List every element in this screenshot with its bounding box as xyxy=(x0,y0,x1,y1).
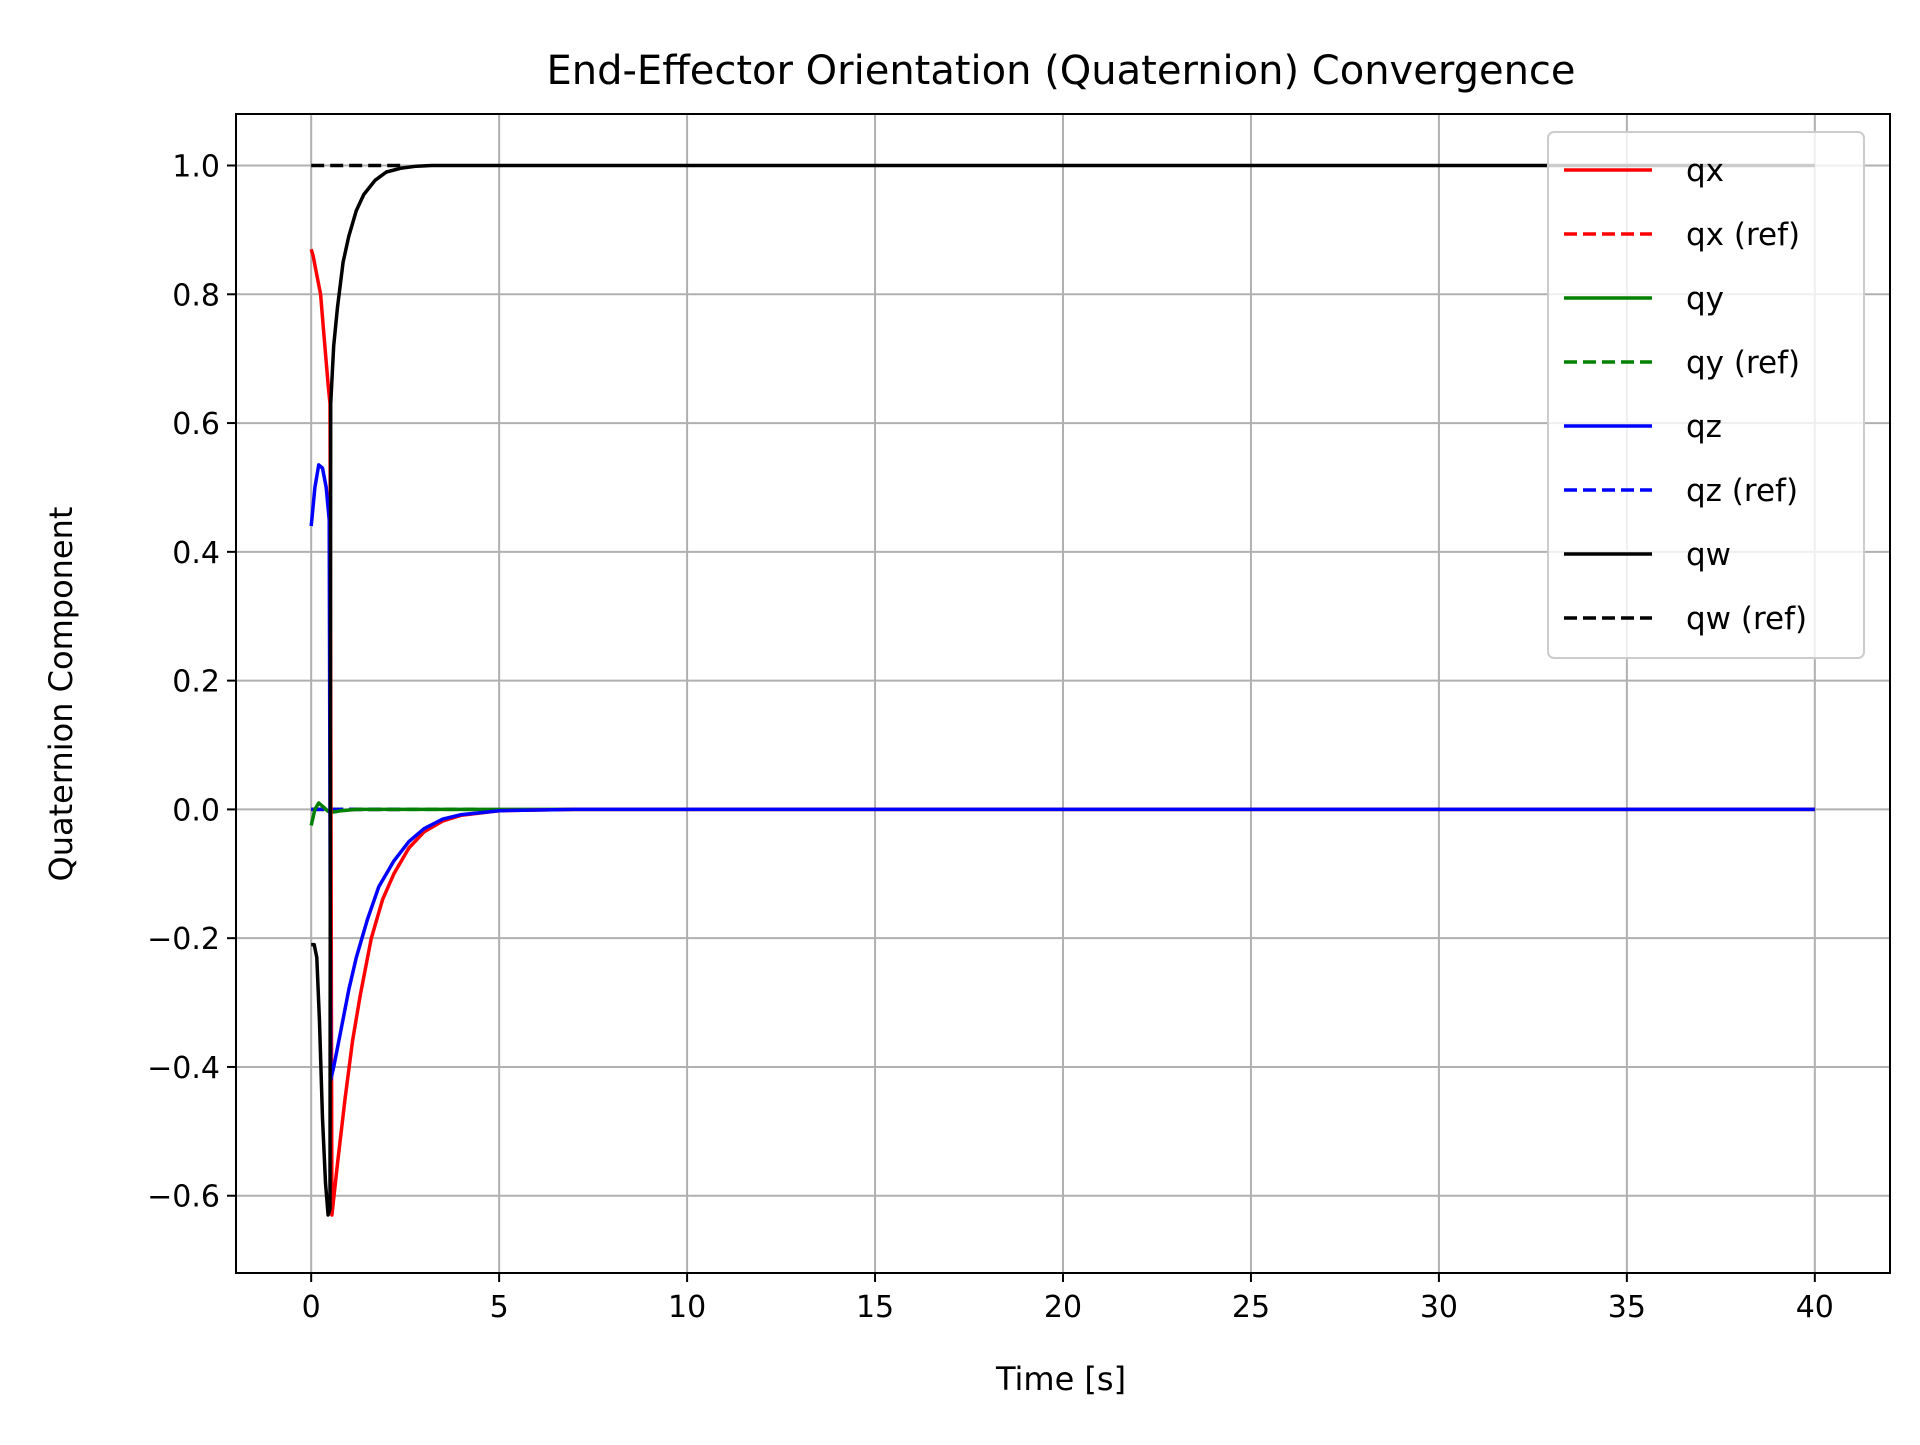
y-tick-label: −0.6 xyxy=(147,1180,220,1215)
y-tick-label: 0.6 xyxy=(172,407,220,442)
legend-label: qy xyxy=(1686,281,1724,317)
legend-label: qx (ref) xyxy=(1686,217,1800,253)
y-tick-label: 0.2 xyxy=(172,665,220,700)
x-tick-label: 5 xyxy=(490,1290,509,1325)
y-tick-label: 0.4 xyxy=(172,536,220,571)
y-axis-label: Quaternion Component xyxy=(42,507,80,882)
series-line-qw xyxy=(311,163,1815,1217)
y-tick-label: 0.0 xyxy=(172,793,220,828)
x-tick-label: 25 xyxy=(1232,1290,1270,1325)
legend: qx qx (ref) qy qy (ref) qz qz (ref) qw qw (ref) xyxy=(1547,131,1865,659)
legend-label: qz (ref) xyxy=(1686,473,1798,509)
x-tick-label: 15 xyxy=(856,1290,894,1325)
x-tick-label: 30 xyxy=(1420,1290,1458,1325)
series-layer xyxy=(309,163,1815,1217)
series-line-qz xyxy=(309,463,1815,1082)
x-tick-label: 10 xyxy=(668,1290,706,1325)
legend-label: qz xyxy=(1686,409,1722,445)
legend-box xyxy=(1547,131,1865,659)
legend-label: qx xyxy=(1686,153,1724,189)
x-tick-label: 0 xyxy=(302,1290,321,1325)
x-axis-label: Time [s] xyxy=(995,1360,1126,1398)
x-tick-label: 20 xyxy=(1044,1290,1082,1325)
legend-label: qw (ref) xyxy=(1686,601,1807,637)
tick-layer: 0 5 10 15 20 25 30 35 40 −0.6 −0.4 −0.2 0.0 0.2 0.4 0.6… xyxy=(147,150,1834,1325)
y-tick-label: 0.8 xyxy=(172,278,220,313)
legend-label: qy (ref) xyxy=(1686,345,1800,381)
x-tick-label: 35 xyxy=(1608,1290,1646,1325)
legend-label: qw xyxy=(1686,537,1731,573)
y-tick-label: −0.2 xyxy=(147,922,220,957)
chart-title: End-Effector Orientation (Quaternion) Co… xyxy=(546,48,1575,94)
y-tick-label: −0.4 xyxy=(147,1051,220,1086)
x-tick-label: 40 xyxy=(1796,1290,1834,1325)
y-tick-label: 1.0 xyxy=(172,150,220,185)
